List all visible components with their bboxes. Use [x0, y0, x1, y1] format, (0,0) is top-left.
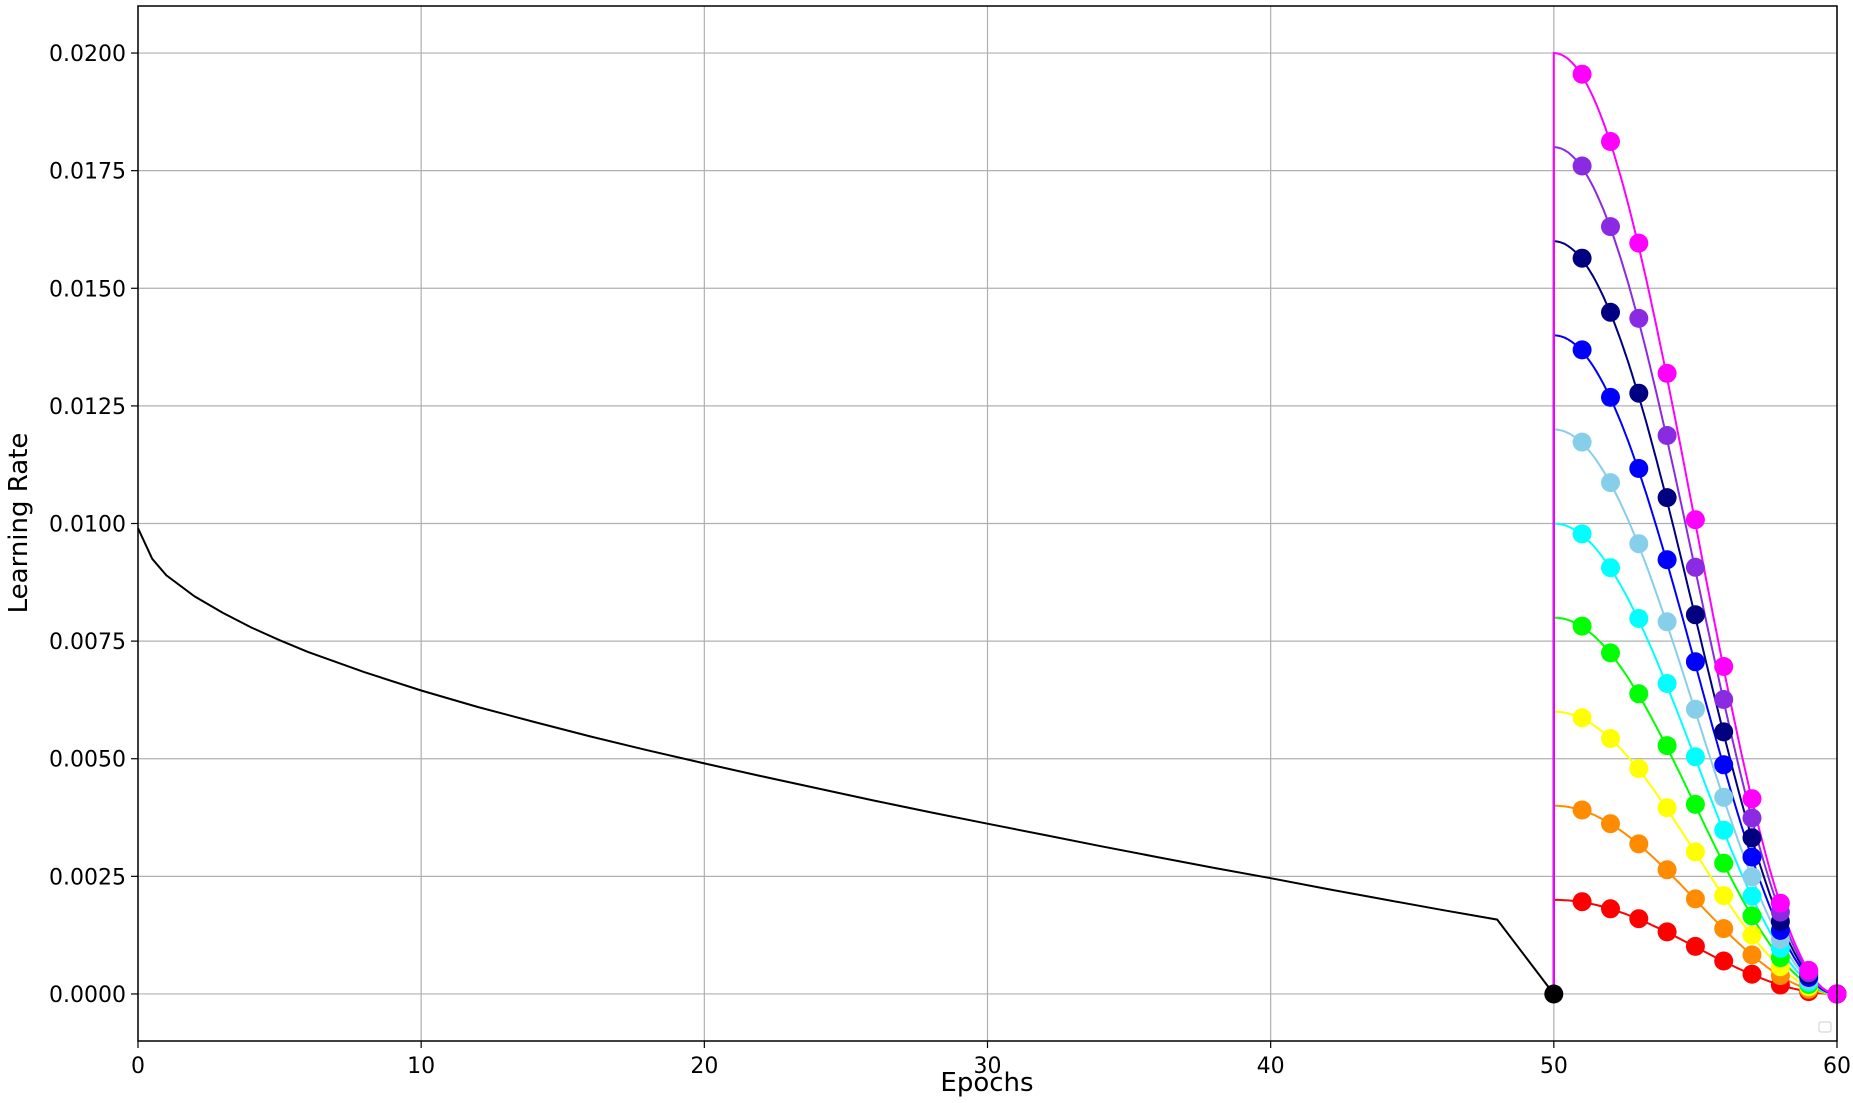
x-axis-label: Epochs: [940, 1068, 1033, 1098]
series-point: [1714, 919, 1734, 939]
x-tick-label: 50: [1540, 1054, 1568, 1079]
x-tick-label: 10: [407, 1054, 435, 1079]
series-point: [1657, 674, 1677, 693]
series-point: [1601, 814, 1620, 834]
series-point: [1742, 964, 1762, 984]
series-point: [1601, 558, 1620, 578]
series-point: [1572, 156, 1592, 176]
series-point: [1601, 473, 1620, 493]
series-point: [1657, 488, 1677, 508]
series-point: [1601, 387, 1620, 407]
series-point: [1657, 798, 1677, 818]
series-point: [1657, 426, 1677, 445]
series-point: [1601, 729, 1620, 748]
x-tick-label: 60: [1823, 1054, 1851, 1079]
series-point: [1572, 64, 1592, 84]
series-point: [1572, 616, 1592, 636]
y-axis-label: Learning Rate: [4, 433, 34, 614]
series-point: [1714, 853, 1734, 873]
series-point: [1572, 708, 1592, 728]
series-point: [1572, 800, 1592, 820]
y-tick-label: 0.0200: [49, 42, 126, 67]
y-tick-label: 0.0050: [49, 748, 126, 773]
series-point: [1714, 886, 1734, 906]
series-point: [1657, 550, 1677, 570]
series-point: [1629, 534, 1649, 554]
series-point: [1714, 690, 1734, 709]
series-point: [1742, 925, 1762, 945]
series-point: [1770, 893, 1790, 913]
series-point: [1629, 609, 1649, 628]
series-point: [1742, 808, 1762, 828]
y-tick-label: 0.0125: [49, 395, 126, 420]
series-point: [1572, 248, 1592, 268]
series-point: [1657, 922, 1677, 942]
series-point: [1685, 652, 1705, 672]
series-point: [1629, 909, 1649, 929]
empty-legend-box: [1818, 1021, 1832, 1033]
y-tick-label: 0.0150: [49, 277, 126, 302]
base-lr-curve: [137, 527, 1555, 995]
series-point: [1629, 308, 1649, 328]
series-point: [1742, 847, 1762, 867]
series-point: [1629, 233, 1649, 253]
series-point: [1714, 722, 1734, 742]
series-point: [1629, 459, 1649, 478]
y-tick-label: 0.0175: [49, 160, 126, 185]
series-point: [1685, 936, 1705, 956]
y-tick-label: 0.0000: [49, 983, 126, 1008]
series-point: [1572, 432, 1592, 452]
series-point: [1601, 132, 1620, 151]
series-point: [1601, 643, 1620, 663]
series-point: [1742, 828, 1762, 848]
series-point: [1657, 363, 1677, 383]
series-point: [1572, 340, 1592, 360]
series-point: [1714, 657, 1734, 676]
y-tick-label: 0.0025: [49, 865, 126, 890]
series-point: [1799, 960, 1819, 980]
series-point: [1629, 759, 1649, 779]
series-point: [1601, 217, 1620, 237]
series-point: [1742, 886, 1762, 906]
series-point: [1685, 842, 1705, 862]
series-point: [1714, 787, 1734, 807]
series-point: [1601, 899, 1620, 919]
series-point: [1685, 510, 1705, 530]
series-point: [1685, 699, 1705, 719]
series-point: [1629, 834, 1649, 854]
series-point: [1714, 951, 1734, 971]
x-tick-label: 30: [974, 1054, 1002, 1079]
series-point: [1685, 794, 1705, 814]
y-tick-label: 0.0075: [49, 630, 126, 655]
series-point: [1601, 302, 1620, 322]
series-point: [1742, 867, 1762, 887]
series-markers: [1544, 64, 1847, 1004]
series-point: [1685, 889, 1705, 909]
series-point: [1714, 820, 1734, 840]
series-point: [1629, 383, 1649, 403]
y-tick-label: 0.0100: [49, 513, 126, 538]
x-tick-label: 40: [1257, 1054, 1285, 1079]
series-point: [1657, 860, 1677, 880]
series-point: [1685, 557, 1705, 577]
series-point: [1572, 524, 1592, 544]
series-point: [1742, 945, 1762, 965]
series-point: [1742, 789, 1762, 809]
series-point: [1685, 747, 1705, 767]
series-point: [1572, 892, 1592, 912]
x-tick-label: 20: [690, 1054, 718, 1079]
series-point: [1629, 684, 1649, 704]
axis-ticks: 0 10 20 30 40 50 60 0.0000 0.0025 0.0050 0.0075 0.0…: [49, 42, 1851, 1079]
series-point: [1657, 612, 1677, 632]
series-point: [1742, 906, 1762, 926]
series-point: [1714, 755, 1734, 775]
base-curve-end-point: [1544, 984, 1564, 1004]
x-tick-label: 0: [131, 1054, 145, 1079]
series-point: [1657, 736, 1677, 756]
series-point: [1685, 605, 1705, 625]
